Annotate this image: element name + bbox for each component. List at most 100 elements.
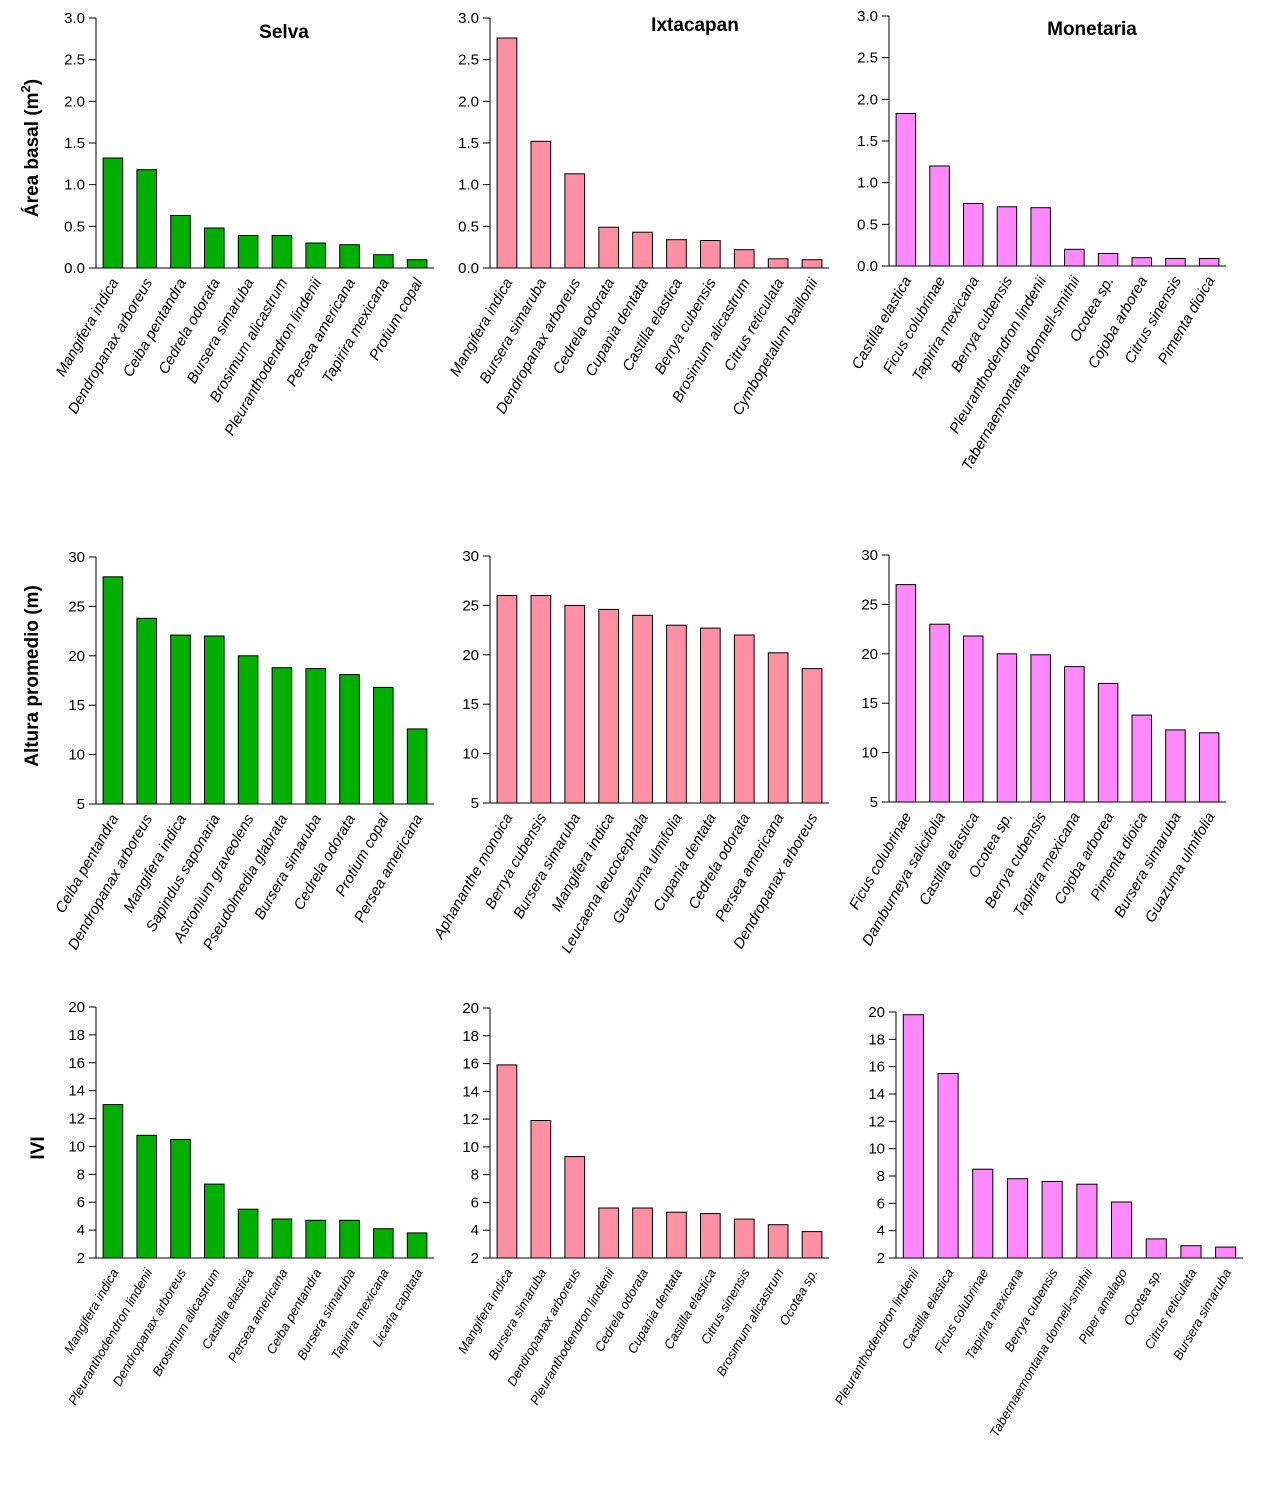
y-tick-label: 3.0 bbox=[857, 8, 878, 25]
bar bbox=[237, 235, 259, 269]
bar bbox=[598, 1207, 619, 1259]
bar bbox=[1064, 666, 1085, 803]
y-tick-label: 2.0 bbox=[64, 93, 85, 110]
y-tick-label: 15 bbox=[462, 696, 479, 713]
y-tick-label: 1.5 bbox=[857, 133, 878, 150]
bar bbox=[1064, 248, 1085, 267]
y-tick-label: 0.5 bbox=[64, 218, 85, 235]
y-tick-label: 0.5 bbox=[458, 218, 479, 235]
bar bbox=[1145, 1238, 1167, 1259]
bar bbox=[598, 226, 619, 269]
y-tick-label: 20 bbox=[868, 1004, 885, 1021]
y-tick-label: 6 bbox=[877, 1195, 885, 1212]
bar bbox=[963, 203, 984, 267]
bar bbox=[406, 259, 428, 269]
bar bbox=[1198, 732, 1220, 803]
bar bbox=[598, 608, 619, 804]
y-tick-label: 30 bbox=[68, 549, 85, 566]
bar bbox=[271, 235, 293, 269]
y-tick-label: 12 bbox=[868, 1113, 885, 1130]
bar bbox=[564, 173, 586, 269]
y-tick-label: 5 bbox=[870, 794, 878, 811]
bar bbox=[339, 244, 360, 269]
bar bbox=[972, 1168, 994, 1259]
y-tick-label: 12 bbox=[462, 1111, 479, 1128]
y-tick-label: 18 bbox=[868, 1031, 885, 1048]
title-selva: Selva bbox=[259, 22, 309, 43]
y-tick-label: 4 bbox=[877, 1223, 885, 1240]
bar bbox=[666, 1211, 687, 1259]
bar bbox=[767, 1224, 789, 1259]
bar bbox=[700, 1213, 721, 1259]
y-tick-label: 16 bbox=[462, 1056, 479, 1073]
bar bbox=[204, 635, 225, 805]
ylabel-area-basal-end: ) bbox=[22, 79, 43, 85]
bar bbox=[170, 634, 191, 805]
bar bbox=[1111, 1201, 1133, 1259]
y-tick-label: 16 bbox=[868, 1059, 885, 1076]
bar bbox=[733, 1218, 755, 1259]
bar bbox=[102, 157, 124, 269]
y-tick-label: 10 bbox=[68, 1138, 85, 1155]
y-tick-label: 25 bbox=[861, 596, 878, 613]
y-tick-label: 8 bbox=[471, 1167, 479, 1184]
bar bbox=[700, 627, 721, 804]
bar bbox=[530, 595, 552, 804]
y-tick-label: 30 bbox=[462, 548, 479, 565]
y-tick-label: 2 bbox=[471, 1250, 479, 1267]
bar bbox=[1041, 1181, 1063, 1259]
bar bbox=[963, 635, 984, 803]
bar bbox=[305, 1219, 326, 1259]
y-tick-label: 0.0 bbox=[857, 258, 878, 275]
y-tick-label: 10 bbox=[462, 1139, 479, 1156]
y-tick-label: 2.5 bbox=[857, 50, 878, 67]
y-tick-label: 20 bbox=[861, 646, 878, 663]
bar bbox=[406, 1232, 428, 1259]
ylabel-area-basal-text: Área basal (m bbox=[21, 92, 43, 217]
bar bbox=[339, 1219, 360, 1259]
bar bbox=[564, 1156, 586, 1259]
bar bbox=[733, 249, 755, 269]
bar bbox=[564, 604, 586, 804]
bar bbox=[767, 258, 789, 269]
y-tick-label: 10 bbox=[462, 746, 479, 763]
bar bbox=[373, 686, 394, 805]
title-monetaria: Monetaria bbox=[1047, 19, 1137, 40]
y-tick-label: 15 bbox=[68, 697, 85, 714]
bar bbox=[136, 169, 157, 269]
ylabel-area-basal-sup: 2 bbox=[18, 85, 33, 92]
y-tick-label: 5 bbox=[77, 796, 85, 813]
bar bbox=[733, 634, 755, 804]
bar bbox=[373, 1228, 394, 1259]
bar bbox=[996, 206, 1018, 267]
y-tick-label: 16 bbox=[68, 1055, 85, 1072]
y-tick-label: 1.0 bbox=[458, 177, 479, 194]
bar bbox=[237, 655, 259, 805]
bar bbox=[204, 227, 225, 269]
y-tick-label: 2.5 bbox=[458, 52, 479, 69]
bar bbox=[1097, 253, 1119, 267]
y-tick-label: 2.0 bbox=[857, 91, 878, 108]
y-tick-label: 1.5 bbox=[64, 135, 85, 152]
bar bbox=[339, 674, 360, 805]
bar bbox=[271, 667, 293, 805]
bar bbox=[1198, 258, 1220, 267]
bar bbox=[632, 1207, 653, 1259]
bar bbox=[204, 1183, 225, 1259]
bar bbox=[1131, 714, 1152, 803]
bar bbox=[1030, 207, 1051, 267]
y-tick-label: 2 bbox=[877, 1250, 885, 1267]
y-tick-label: 4 bbox=[471, 1222, 479, 1239]
y-tick-label: 6 bbox=[77, 1194, 85, 1211]
y-tick-label: 3.0 bbox=[458, 10, 479, 27]
bar bbox=[271, 1218, 293, 1259]
bar bbox=[666, 624, 687, 804]
bar bbox=[305, 242, 326, 269]
y-tick-label: 25 bbox=[462, 597, 479, 614]
